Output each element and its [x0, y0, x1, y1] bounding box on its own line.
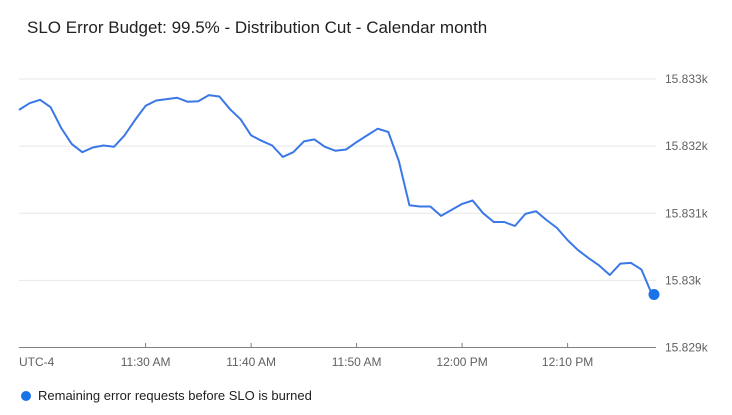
y-axis-label: 15.83k: [665, 273, 702, 287]
legend-item[interactable]: Remaining error requests before SLO is b…: [21, 388, 312, 403]
legend-series-dot-icon: [21, 390, 31, 401]
x-axis-label: 11:50 AM: [332, 355, 382, 369]
y-axis-label: 15.832k: [665, 139, 709, 153]
error-budget-line-chart[interactable]: 15.833k 15.832k 15.831k 15.83k 15.829k 11:30 …: [0, 0, 732, 380]
series-endpoint-dot: [648, 288, 660, 300]
x-axis-label: 12:00 PM: [436, 355, 487, 369]
chart-title: SLO Error Budget: 99.5% - Distribution C…: [27, 18, 488, 37]
timezone-label: UTC-4: [19, 355, 55, 369]
y-axis-label: 15.831k: [665, 206, 709, 220]
x-axis-label: 11:30 AM: [121, 355, 171, 369]
legend-series-label: Remaining error requests before SLO is b…: [38, 388, 312, 403]
x-axis-label: 11:40 AM: [226, 355, 276, 369]
y-axis-label: 15.833k: [665, 72, 709, 86]
y-axis-label: 15.829k: [665, 341, 709, 355]
x-axis-label: 12:10 PM: [542, 355, 593, 369]
series-line: [18, 94, 653, 295]
